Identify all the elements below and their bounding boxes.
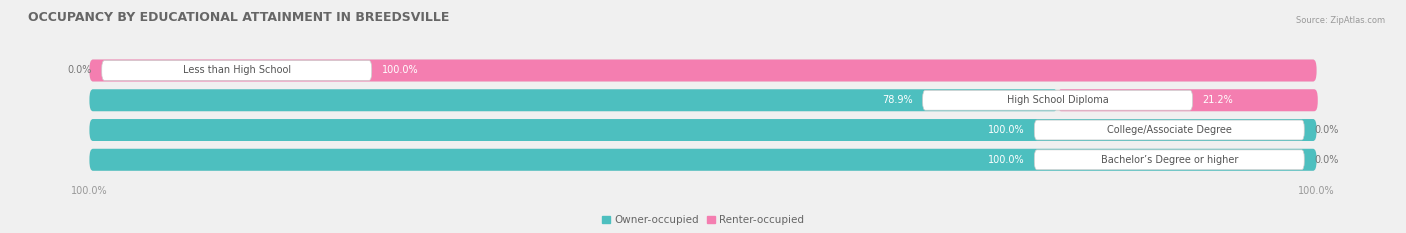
Text: Source: ZipAtlas.com: Source: ZipAtlas.com bbox=[1296, 16, 1385, 25]
Text: 0.0%: 0.0% bbox=[1315, 155, 1339, 165]
FancyBboxPatch shape bbox=[90, 59, 1316, 82]
FancyBboxPatch shape bbox=[90, 119, 1316, 141]
FancyBboxPatch shape bbox=[1035, 150, 1305, 170]
Text: High School Diploma: High School Diploma bbox=[1007, 95, 1108, 105]
Text: College/Associate Degree: College/Associate Degree bbox=[1107, 125, 1232, 135]
Text: Less than High School: Less than High School bbox=[183, 65, 291, 75]
FancyBboxPatch shape bbox=[1057, 89, 1317, 111]
FancyBboxPatch shape bbox=[1035, 120, 1305, 140]
Text: 100.0%: 100.0% bbox=[988, 155, 1025, 165]
FancyBboxPatch shape bbox=[90, 149, 1316, 171]
Text: 21.2%: 21.2% bbox=[1202, 95, 1233, 105]
Text: 100.0%: 100.0% bbox=[988, 125, 1025, 135]
Text: 0.0%: 0.0% bbox=[1315, 125, 1339, 135]
FancyBboxPatch shape bbox=[922, 90, 1192, 110]
Text: 0.0%: 0.0% bbox=[67, 65, 91, 75]
Text: OCCUPANCY BY EDUCATIONAL ATTAINMENT IN BREEDSVILLE: OCCUPANCY BY EDUCATIONAL ATTAINMENT IN B… bbox=[28, 11, 450, 24]
Legend: Owner-occupied, Renter-occupied: Owner-occupied, Renter-occupied bbox=[598, 211, 808, 230]
FancyBboxPatch shape bbox=[90, 149, 1316, 171]
FancyBboxPatch shape bbox=[101, 61, 371, 80]
Text: 78.9%: 78.9% bbox=[882, 95, 912, 105]
Text: 100.0%: 100.0% bbox=[381, 65, 418, 75]
Text: Bachelor’s Degree or higher: Bachelor’s Degree or higher bbox=[1101, 155, 1237, 165]
FancyBboxPatch shape bbox=[90, 89, 1057, 111]
FancyBboxPatch shape bbox=[90, 59, 1316, 82]
FancyBboxPatch shape bbox=[90, 89, 1316, 111]
FancyBboxPatch shape bbox=[90, 119, 1316, 141]
